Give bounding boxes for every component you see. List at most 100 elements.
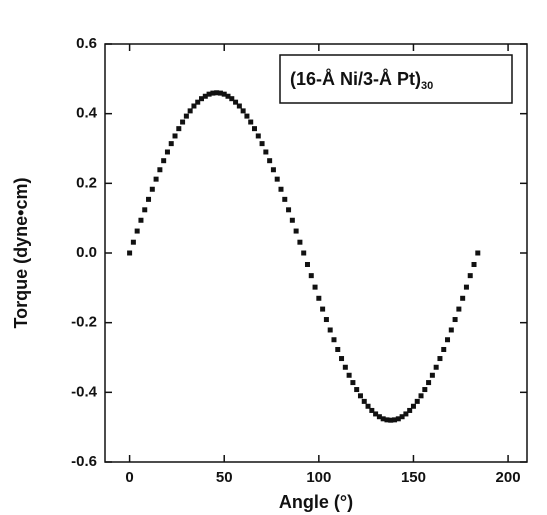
- point: [437, 356, 443, 362]
- point: [475, 250, 481, 256]
- point: [312, 284, 318, 290]
- annotation-text: (16-Å Ni/3-Å Pt): [290, 69, 421, 89]
- point: [225, 93, 231, 99]
- point: [301, 250, 307, 256]
- point: [323, 317, 329, 323]
- point: [233, 99, 239, 105]
- y-tick-label: -0.4: [71, 383, 98, 400]
- point: [248, 119, 254, 125]
- point: [161, 158, 167, 164]
- point: [199, 96, 205, 102]
- point: [471, 261, 477, 267]
- point: [388, 417, 394, 423]
- point: [164, 149, 170, 155]
- point: [392, 417, 398, 423]
- point: [195, 99, 201, 105]
- point: [414, 398, 420, 404]
- point: [463, 284, 469, 290]
- annotation: (16-Å Ni/3-Å Pt)30: [290, 69, 433, 92]
- point: [214, 90, 220, 96]
- point: [180, 119, 186, 125]
- point: [130, 239, 136, 245]
- annotation-subscript: 30: [421, 80, 433, 92]
- point: [217, 90, 223, 96]
- point: [146, 196, 152, 202]
- point: [354, 387, 360, 393]
- point: [176, 126, 182, 132]
- point: [460, 295, 466, 301]
- point: [426, 380, 432, 386]
- point: [157, 167, 163, 173]
- point: [467, 273, 473, 279]
- plot-frame: [104, 43, 528, 463]
- point: [422, 387, 428, 393]
- point: [229, 96, 235, 102]
- y-tick-label: 0.2: [76, 174, 97, 191]
- point: [142, 207, 148, 213]
- point: [335, 346, 341, 352]
- point: [410, 403, 416, 409]
- point: [342, 364, 348, 370]
- point: [153, 176, 159, 182]
- point: [433, 364, 439, 370]
- y-axis-label: Torque (dyne•cm): [11, 178, 31, 329]
- point: [286, 207, 292, 213]
- point: [274, 176, 280, 182]
- point: [191, 103, 197, 109]
- point: [202, 93, 208, 99]
- point: [168, 141, 174, 147]
- point: [316, 295, 322, 301]
- point: [365, 403, 371, 409]
- point: [127, 250, 133, 256]
- point: [293, 228, 299, 234]
- point: [403, 411, 409, 417]
- x-axis-label: Angle (°): [279, 492, 353, 512]
- point: [350, 380, 356, 386]
- point: [418, 393, 424, 399]
- point: [308, 273, 314, 279]
- legend-box: [279, 54, 513, 104]
- point: [320, 306, 326, 312]
- y-tick-label: 0.4: [76, 105, 98, 122]
- point: [373, 411, 379, 417]
- x-tick-label: 200: [496, 469, 521, 486]
- point: [221, 91, 227, 97]
- point: [138, 217, 144, 223]
- point: [429, 372, 435, 378]
- point: [346, 372, 352, 378]
- y-tick-label: 0.0: [76, 244, 97, 261]
- point: [149, 186, 155, 192]
- point: [289, 217, 295, 223]
- point: [259, 141, 265, 147]
- point: [282, 196, 288, 202]
- point: [251, 126, 257, 132]
- point: [395, 416, 401, 422]
- x-tick-label: 150: [401, 469, 426, 486]
- point: [270, 167, 276, 173]
- point: [183, 113, 189, 119]
- point: [452, 317, 458, 323]
- point: [304, 261, 310, 267]
- y-tick-label: 0.6: [76, 35, 97, 52]
- point: [297, 239, 303, 245]
- point: [448, 327, 454, 333]
- point: [441, 346, 447, 352]
- point: [267, 158, 273, 164]
- point: [361, 398, 367, 404]
- x-tick-label: 0: [125, 469, 133, 486]
- point: [206, 91, 212, 97]
- point: [339, 356, 345, 362]
- x-tick-label: 100: [306, 469, 331, 486]
- point: [380, 416, 386, 422]
- point: [255, 133, 261, 139]
- point: [376, 414, 382, 420]
- point: [407, 407, 413, 413]
- point: [210, 90, 216, 96]
- point: [331, 337, 337, 343]
- point: [244, 113, 250, 119]
- point: [172, 133, 178, 139]
- point: [399, 414, 405, 420]
- point: [327, 327, 333, 333]
- point: [384, 417, 390, 423]
